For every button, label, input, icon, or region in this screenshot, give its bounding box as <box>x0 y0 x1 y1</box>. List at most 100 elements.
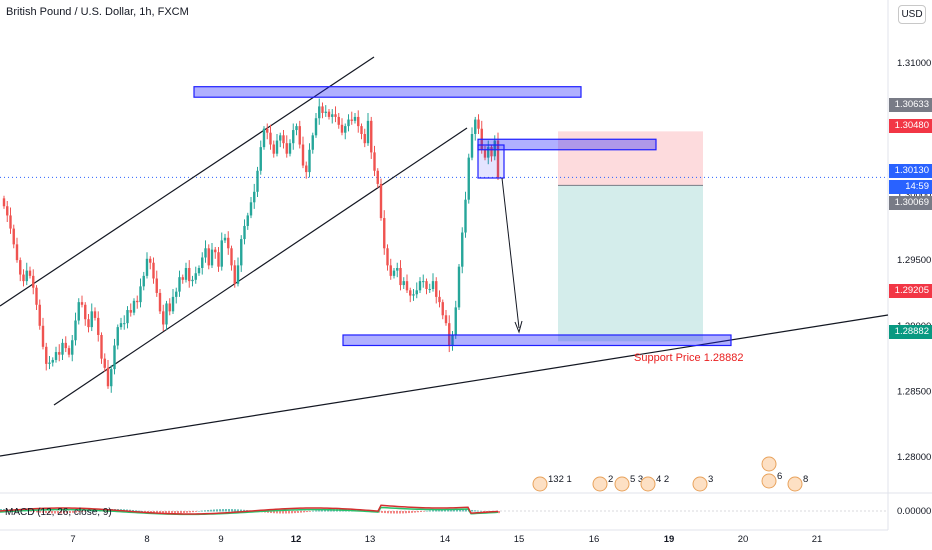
candle-body <box>344 126 347 133</box>
candle-body <box>175 291 178 297</box>
candle-body <box>28 270 32 276</box>
candle-body <box>318 106 321 119</box>
candle-body <box>301 144 305 166</box>
candle-body <box>389 265 392 276</box>
economic-event-icon[interactable]: 8 <box>787 474 808 492</box>
candle-body <box>139 286 142 303</box>
macd-histogram-bar <box>171 511 173 514</box>
macd-histogram-bar <box>420 511 422 512</box>
candle-body <box>165 303 168 325</box>
candle-body <box>435 281 438 297</box>
macd-signal-line <box>0 506 499 516</box>
event-flag-icon <box>761 473 777 489</box>
macd-histogram-bar <box>84 511 86 512</box>
candle-body <box>243 225 246 240</box>
candle-body <box>201 257 204 268</box>
candle-body <box>204 248 207 258</box>
candle-body <box>415 290 418 295</box>
macd-histogram-bar <box>399 511 401 514</box>
take-profit-zone <box>558 185 703 342</box>
economic-event-icon[interactable]: 5 3 <box>614 474 643 492</box>
macd-histogram-bar <box>417 511 419 513</box>
candle-body <box>74 320 77 341</box>
event-flag-icon <box>761 456 777 472</box>
macd-histogram-bar <box>138 510 140 512</box>
macd-line <box>0 504 499 515</box>
x-tick-label: 13 <box>365 534 376 545</box>
currency-button[interactable]: USD <box>898 5 926 24</box>
candle-body <box>223 237 227 241</box>
candle-body <box>386 248 389 266</box>
candle-body <box>240 239 243 266</box>
candle-body <box>152 262 155 279</box>
macd-indicator-label[interactable]: MACD (12, 26, close, 9) <box>5 507 112 518</box>
macd-histogram-bar <box>405 511 407 514</box>
macd-histogram-bar <box>438 509 440 512</box>
candle-body <box>441 302 444 316</box>
candle-body <box>324 111 327 113</box>
macd-histogram-bar <box>51 511 53 514</box>
economic-event-icon[interactable]: 2 <box>592 474 613 492</box>
candle-body <box>285 143 288 154</box>
candle-body <box>370 120 373 153</box>
candle-body <box>431 281 435 290</box>
candle-body <box>253 191 256 203</box>
candle-body <box>87 319 90 328</box>
macd-histogram-bar <box>294 511 296 514</box>
candle-body <box>269 132 272 145</box>
macd-histogram-bar <box>219 509 221 512</box>
price-tag-prior-low: 1.29205 <box>889 284 932 298</box>
x-tick-label: 7 <box>70 534 75 545</box>
macd-histogram-bar <box>48 511 50 514</box>
candle-body <box>373 152 376 171</box>
candle-body <box>214 249 217 253</box>
candle-body <box>402 281 405 286</box>
macd-histogram-bar <box>66 511 68 514</box>
macd-histogram-bar <box>189 511 191 513</box>
candle-body <box>2 198 6 207</box>
economic-event-icon[interactable]: 4 2 <box>640 474 669 492</box>
candle-body <box>282 135 285 144</box>
candle-body <box>132 300 136 313</box>
macd-histogram-bar <box>168 511 170 514</box>
macd-histogram-bar <box>306 511 308 513</box>
candle-body <box>256 170 259 192</box>
candle-body <box>71 340 74 355</box>
event-flag-icon <box>532 476 548 492</box>
price-tag-stop: 1.30480 <box>889 119 932 133</box>
macd-histogram-bar <box>480 510 482 512</box>
macd-histogram-bar <box>381 511 383 513</box>
macd-histogram-bar <box>156 511 158 513</box>
candle-body <box>184 267 188 280</box>
macd-histogram-bar <box>210 509 212 512</box>
candle-body <box>399 267 402 286</box>
candle-body <box>409 290 412 296</box>
candle-body <box>249 202 253 216</box>
candle-body <box>155 278 158 293</box>
macd-histogram-bar <box>474 510 476 512</box>
candle-body <box>230 248 233 266</box>
macd-histogram-bar <box>321 509 323 512</box>
macd-histogram-bar <box>87 510 89 512</box>
candle-body <box>347 119 350 127</box>
macd-histogram-bar <box>162 511 164 514</box>
macd-histogram-bar <box>411 511 413 513</box>
macd-histogram-bar <box>312 510 314 512</box>
candle-body <box>493 140 496 157</box>
economic-event-icon[interactable]: 3 <box>692 474 713 492</box>
macd-histogram-bar <box>228 509 230 512</box>
economic-event-icon[interactable]: 6 <box>761 471 782 489</box>
macd-histogram-bar <box>150 511 152 513</box>
candle-body <box>327 111 331 117</box>
macd-histogram-bar <box>432 510 434 512</box>
candle-body <box>262 128 266 148</box>
macd-histogram-bar <box>471 509 473 512</box>
event-count: 2 <box>608 474 613 485</box>
macd-histogram-bar <box>315 510 317 512</box>
economic-event-icon[interactable]: 132 1 <box>532 474 572 492</box>
candle-body <box>38 304 41 326</box>
entry-box <box>477 144 505 179</box>
x-tick-label: 19 <box>664 534 675 545</box>
candle-body <box>178 277 181 292</box>
